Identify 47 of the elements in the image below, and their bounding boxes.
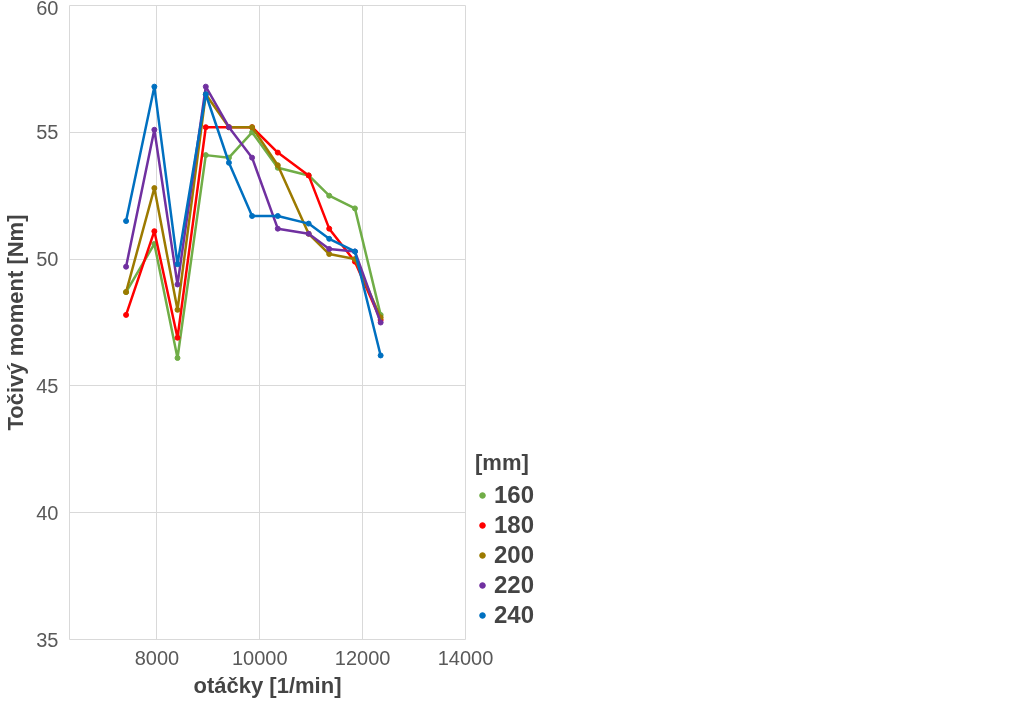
- point: [351, 205, 358, 212]
- point: [326, 235, 333, 242]
- legend-label: 180: [494, 511, 535, 539]
- point: [174, 281, 181, 288]
- point: [377, 352, 384, 359]
- y-tick-label: 40: [36, 501, 59, 524]
- point: [202, 83, 209, 90]
- point: [249, 154, 256, 161]
- point: [123, 263, 130, 270]
- y-axis-title: Točivý moment [Nm]: [3, 214, 29, 431]
- point: [174, 334, 181, 341]
- y-tick-label: 45: [36, 374, 59, 397]
- point: [151, 228, 158, 235]
- x-axis-title: otáčky [1/min]: [193, 672, 342, 698]
- legend-title: [mm]: [475, 450, 530, 476]
- point: [174, 261, 181, 268]
- legend-label: 160: [494, 481, 535, 509]
- point: [305, 220, 312, 227]
- point: [274, 149, 281, 156]
- point: [274, 212, 281, 219]
- point: [123, 218, 130, 225]
- point: [151, 185, 158, 192]
- point: [123, 311, 130, 318]
- x-tick-label: 12000: [334, 646, 391, 669]
- y-tick-label: 50: [36, 248, 59, 271]
- legend-label: 200: [494, 541, 535, 569]
- point: [326, 251, 333, 258]
- y-tick-label: 55: [36, 121, 59, 144]
- y-tick-label: 35: [36, 628, 59, 651]
- y-tick-label: 60: [36, 0, 59, 19]
- point: [151, 126, 158, 133]
- point: [174, 355, 181, 361]
- legend-label: 220: [494, 571, 535, 599]
- point: [151, 83, 158, 90]
- point: [326, 192, 333, 199]
- legend-label: 240: [494, 601, 535, 629]
- point: [249, 212, 256, 219]
- point: [202, 152, 209, 159]
- point: [326, 245, 333, 252]
- point: [202, 124, 209, 131]
- point: [174, 306, 181, 313]
- x-tick-label: 10000: [231, 646, 288, 669]
- x-tick-label: 14000: [437, 646, 494, 669]
- point: [326, 225, 333, 232]
- point: [225, 159, 232, 166]
- x-tick-label: 8000: [134, 646, 180, 669]
- point: [274, 225, 281, 232]
